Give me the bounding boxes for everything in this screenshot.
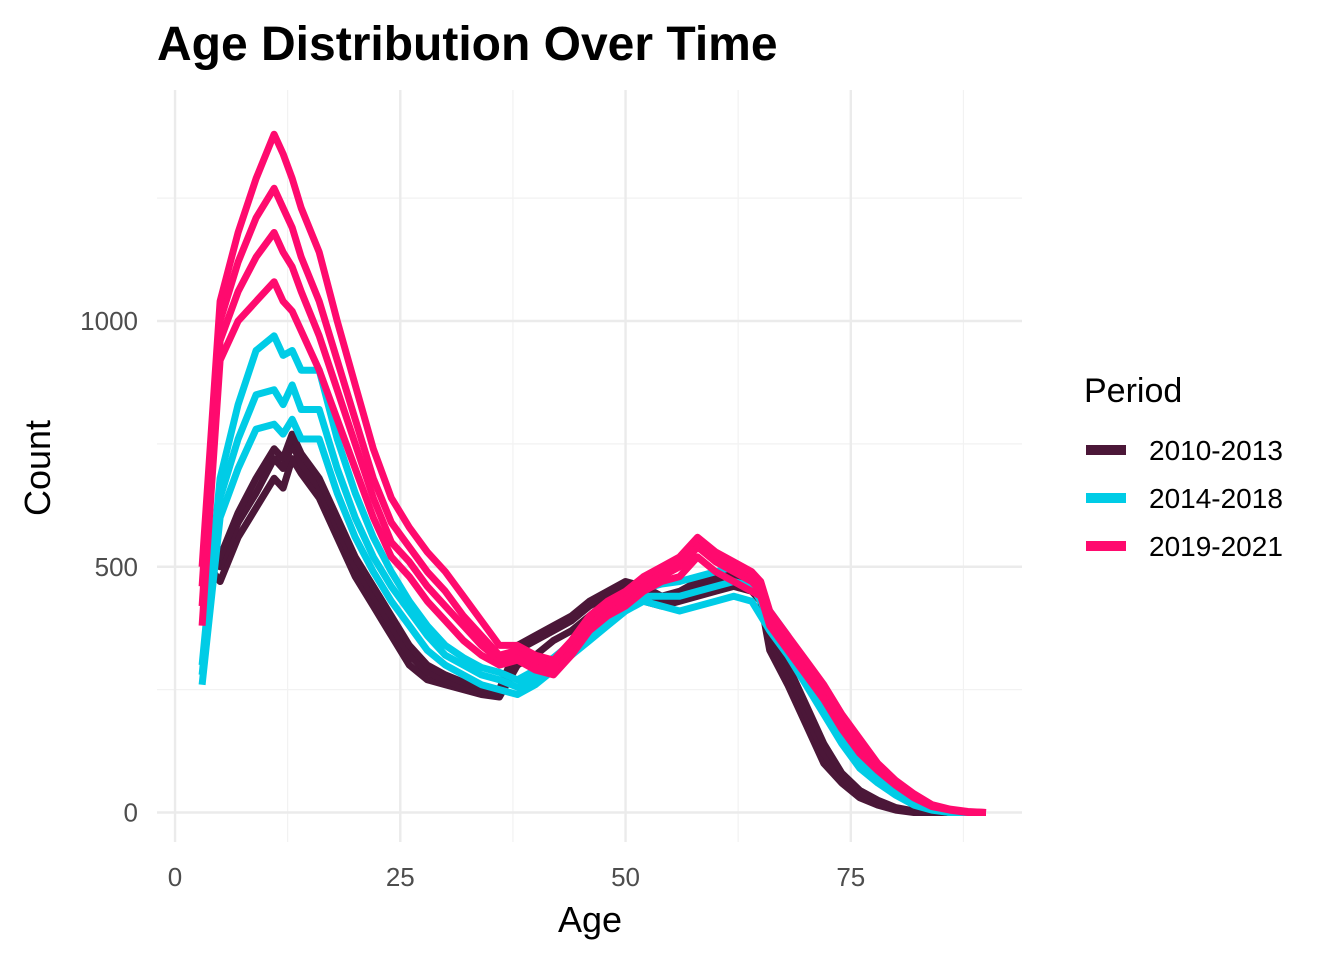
grid-layer: [157, 90, 1022, 842]
x-tick-label: 50: [611, 862, 640, 892]
legend-swatch-2010-2013: [1086, 445, 1126, 455]
series-line-2019-2021-7: [198, 278, 986, 816]
legend-label-2010-2013: 2010-2013: [1149, 435, 1283, 466]
series-line-2019-2021-10: [198, 130, 987, 816]
y-tick-label: 0: [124, 798, 138, 828]
legend-swatch-2014-2018: [1086, 493, 1126, 503]
x-axis-title: Age: [558, 899, 622, 940]
chart-title: Age Distribution Over Time: [157, 18, 778, 71]
y-tick-label: 1000: [80, 306, 138, 336]
series-line-2010-2013-3: [200, 430, 986, 816]
x-tick-label: 25: [386, 862, 415, 892]
x-tick-label: 0: [168, 862, 182, 892]
x-tick-label: 75: [836, 862, 865, 892]
series-layer: [198, 130, 987, 816]
legend-label-2019-2021: 2019-2021: [1149, 531, 1283, 562]
y-tick-label: 500: [95, 552, 138, 582]
legend-title: Period: [1084, 372, 1182, 410]
series-line-2019-2021-8: [198, 229, 987, 816]
tick-layer: 0 25 50 75 0 500 1000: [80, 306, 865, 892]
legend-swatch-2019-2021: [1086, 541, 1126, 551]
legend-label-2014-2018: 2014-2018: [1149, 483, 1283, 514]
y-axis-title: Count: [17, 420, 58, 516]
legend: Period 2010-2013 2014-2018 2019-2021: [1084, 372, 1283, 562]
